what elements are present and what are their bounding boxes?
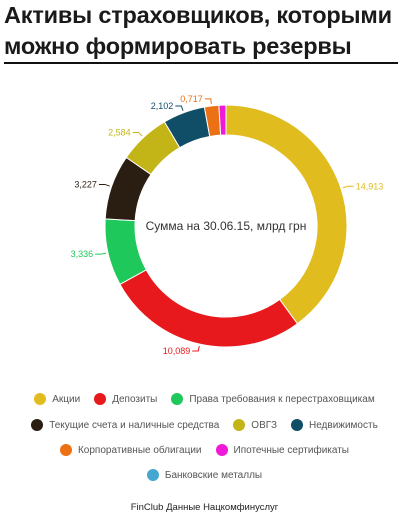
slice-2 bbox=[119, 269, 299, 348]
legend-swatch bbox=[290, 419, 303, 431]
leader-line-2 bbox=[192, 345, 200, 352]
legend-item[interactable]: Акции bbox=[34, 393, 80, 405]
legend-item[interactable]: Недвижимость bbox=[290, 419, 378, 431]
leader-line-4 bbox=[98, 183, 110, 187]
legend-row: Корпоративные облигации Ипотечные сертифи… bbox=[0, 441, 409, 459]
data-label-2: 10,089 bbox=[163, 346, 191, 356]
chart-title-line-1: Активы страховщиков, которыми bbox=[4, 2, 392, 28]
leader-line-6 bbox=[175, 105, 184, 111]
legend-row: Акции Депозиты Права требования к перестра… bbox=[0, 390, 409, 408]
source-note: FinClub Данные Нацкомфинуслуг bbox=[0, 502, 409, 513]
data-label-6: 2,102 bbox=[151, 101, 174, 111]
legend-label: ОВГЗ bbox=[251, 419, 277, 431]
title-underline bbox=[4, 62, 398, 64]
legend-swatch bbox=[171, 393, 184, 405]
legend-swatch bbox=[31, 419, 44, 431]
legend-label: Депозиты bbox=[112, 393, 158, 405]
data-label-7: 0,717 bbox=[180, 94, 203, 104]
leader-lines bbox=[95, 98, 354, 352]
legend-label: Банковские металлы bbox=[164, 469, 263, 481]
legend-item[interactable]: Корпоративные облигации bbox=[59, 444, 202, 456]
leader-line-1 bbox=[342, 185, 354, 189]
legend-item[interactable]: Права требования к перестраховщикам bbox=[171, 393, 375, 405]
legend-label: Корпоративные облигации bbox=[77, 444, 202, 456]
data-label-4: 3,227 bbox=[74, 179, 97, 189]
chart-title-line-2: можно формировать резервы bbox=[4, 33, 352, 59]
legend-item[interactable]: Банковские металлы bbox=[146, 469, 263, 481]
leader-line-7 bbox=[204, 98, 212, 104]
data-label-5: 2,584 bbox=[108, 127, 131, 137]
legend-label: Ипотечные сертификаты bbox=[233, 444, 350, 456]
legend-item[interactable]: Депозиты bbox=[94, 393, 157, 405]
legend-item[interactable]: ОВГЗ bbox=[233, 419, 277, 431]
legend-swatch bbox=[233, 419, 246, 431]
legend-label: Недвижимость bbox=[308, 419, 378, 431]
legend-swatch bbox=[215, 444, 228, 456]
source-brand: FinClub bbox=[130, 502, 164, 513]
legend-label: Акции bbox=[52, 393, 81, 405]
legend-swatch bbox=[146, 469, 159, 481]
source-text: Данные Нацкомфинуслуг bbox=[166, 502, 279, 513]
legend-label: Права требования к перестраховщикам bbox=[189, 393, 375, 405]
legend-row: Текущие счета и наличные средства ОВГЗ Нед… bbox=[0, 416, 409, 434]
leader-line-5 bbox=[132, 131, 143, 137]
value-labels: 14,913 10,089 3,336 3,227 2,584 2,102 0,717 bbox=[71, 94, 384, 356]
legend-swatch bbox=[34, 393, 47, 405]
legend-item[interactable]: Ипотечные сертификаты bbox=[215, 444, 350, 456]
donut-slices bbox=[104, 104, 348, 348]
legend-swatch bbox=[94, 393, 107, 405]
legend-item[interactable]: Текущие счета и наличные средства bbox=[31, 419, 219, 431]
donut-chart: 14,913 10,089 3,336 3,227 2,584 2,102 0,717 Су… bbox=[71, 94, 384, 356]
data-label-1: 14,913 bbox=[356, 181, 384, 191]
center-label: Сумма на 30.06.15, млрд грн bbox=[146, 219, 307, 233]
legend-swatch bbox=[59, 444, 72, 456]
data-label-3: 3,336 bbox=[71, 249, 94, 259]
slice-8 bbox=[218, 104, 227, 136]
chart-title: Активы страховщиков, которыми можно форм… bbox=[4, 0, 404, 62]
legend-label: Текущие счета и наличные средства bbox=[49, 419, 220, 431]
leader-line-3 bbox=[95, 252, 107, 255]
legend-row: Банковские металлы bbox=[0, 466, 409, 484]
slice-1 bbox=[225, 104, 348, 325]
